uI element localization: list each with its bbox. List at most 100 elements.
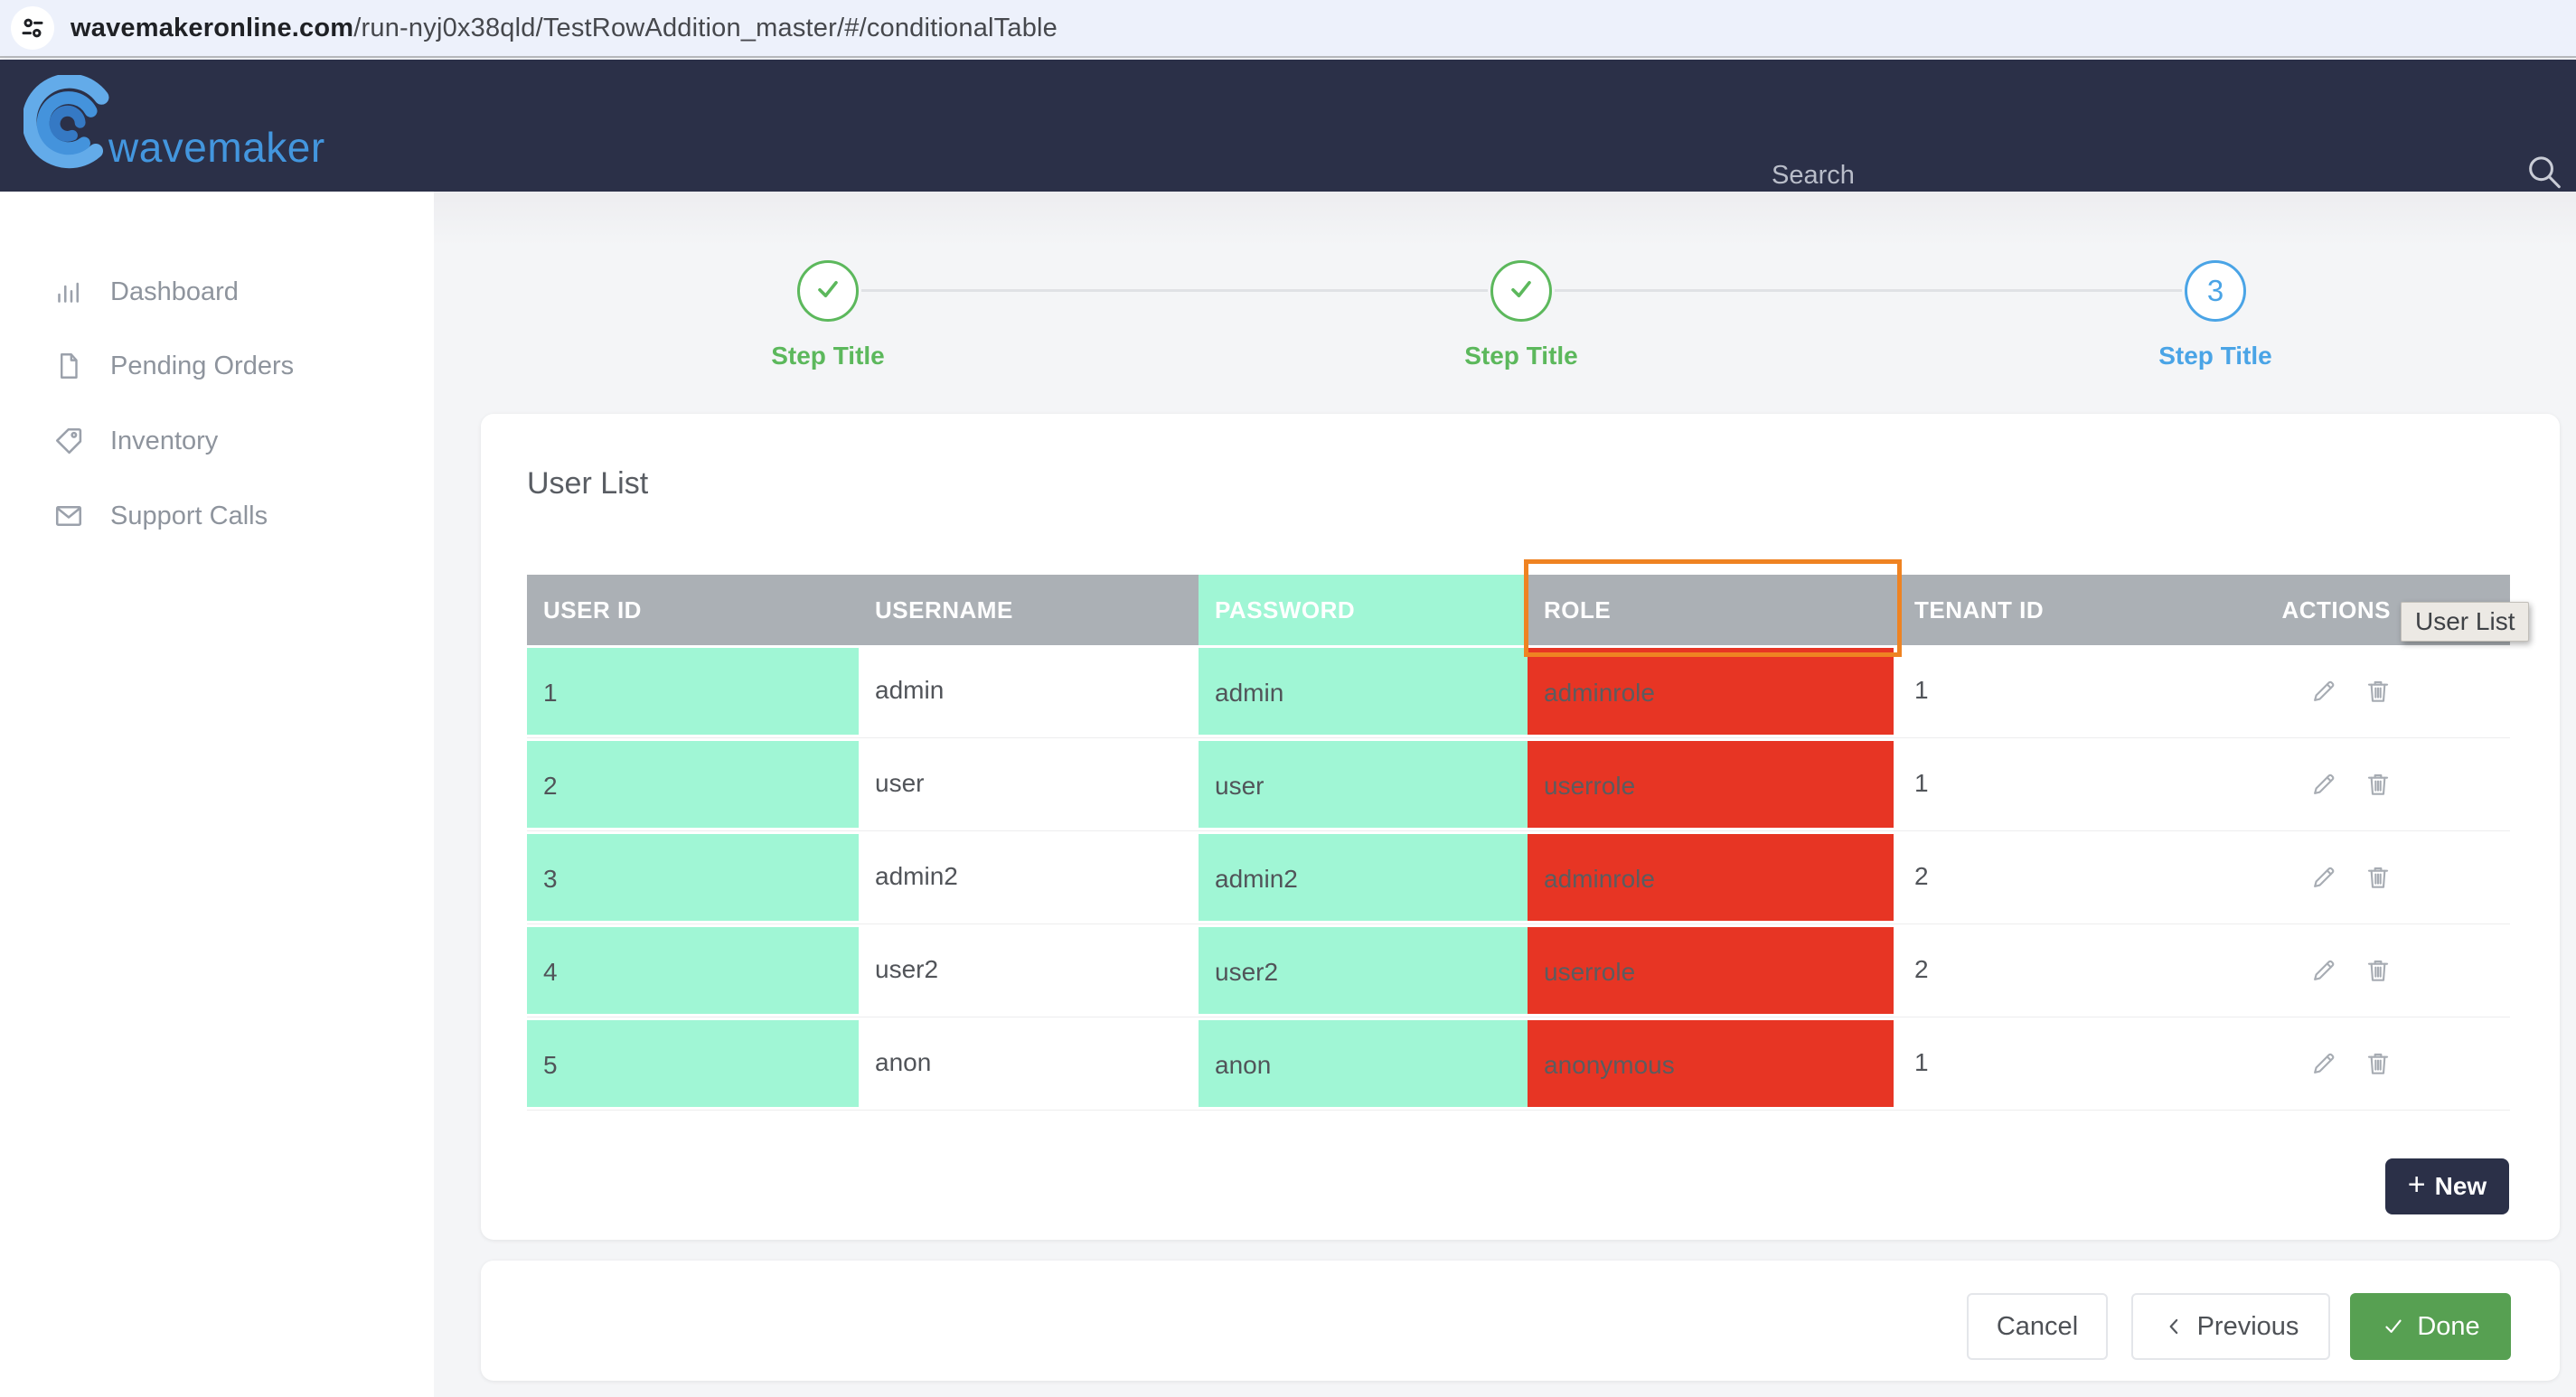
cell-tenant-id: 1 [1914, 1048, 1929, 1076]
cell-password: admin2 [1199, 831, 1528, 924]
wizard-step-1[interactable]: Step Title [719, 260, 936, 370]
column-header-role[interactable]: ROLE [1528, 575, 1898, 645]
cell-role: adminrole [1528, 645, 1898, 737]
url-domain: wavemakeronline.com [71, 13, 354, 42]
step-3-number: 3 [2206, 274, 2224, 307]
cell-tenant-id: 2 [1914, 862, 1929, 890]
bar-chart-icon [51, 274, 87, 310]
step-1-label: Step Title [771, 342, 885, 370]
column-header-tenant-id[interactable]: TENANT ID [1898, 575, 2234, 645]
cell-username: admin2 [875, 862, 958, 890]
sidebar-item-support-calls[interactable]: Support Calls [0, 495, 434, 537]
cancel-label: Cancel [1996, 1311, 2079, 1341]
sidebar-item-dashboard[interactable]: Dashboard [0, 271, 434, 313]
check-icon [1505, 273, 1537, 310]
cell-password: anon [1199, 1017, 1528, 1110]
table-row[interactable]: 3 admin2 admin2 adminrole 2 [527, 831, 2510, 924]
wizard-footer: Cancel Previous Done [481, 1261, 2560, 1381]
step-3-circle: 3 [2185, 260, 2246, 322]
cell-actions [2234, 738, 2510, 830]
cell-role: userrole [1528, 738, 1898, 830]
table-row[interactable]: 2 user user userrole 1 [527, 738, 2510, 831]
delete-icon[interactable] [2364, 770, 2393, 799]
cell-actions [2234, 1017, 2510, 1110]
check-icon [812, 273, 844, 310]
brand-name: wavemaker [108, 124, 325, 171]
done-label: Done [2417, 1311, 2480, 1341]
delete-icon[interactable] [2364, 863, 2393, 892]
envelope-icon [51, 498, 87, 534]
document-icon [51, 348, 87, 384]
column-header-user-id[interactable]: USER ID [527, 575, 859, 645]
cell-username: admin [875, 676, 945, 704]
table-row[interactable]: 4 user2 user2 userrole 2 [527, 924, 2510, 1017]
wavemaker-logo: wavemaker [22, 72, 325, 181]
previous-label: Previous [2196, 1311, 2299, 1341]
cell-actions [2234, 831, 2510, 924]
sidebar-item-inventory[interactable]: Inventory [0, 420, 434, 462]
step-2-circle [1490, 260, 1552, 322]
user-list-panel: User List USER ID USERNAME PASSWORD ROLE… [481, 414, 2560, 1240]
cancel-button[interactable]: Cancel [1967, 1293, 2108, 1360]
column-header-password[interactable]: PASSWORD [1199, 575, 1528, 645]
cell-user-id: 4 [527, 924, 859, 1017]
cell-role: userrole [1528, 924, 1898, 1017]
wave-icon [22, 73, 121, 181]
delete-icon[interactable] [2364, 677, 2393, 706]
wizard-connector [1555, 289, 2182, 292]
edit-icon[interactable] [2309, 956, 2338, 985]
cell-tenant-id: 2 [1914, 955, 1929, 983]
chevron-left-icon [2163, 1315, 2186, 1338]
cell-user-id: 1 [527, 645, 859, 737]
cell-tenant-id: 1 [1914, 769, 1929, 797]
wizard-step-3[interactable]: 3 Step Title [2107, 260, 2324, 370]
sidebar-item-label: Support Calls [110, 501, 268, 530]
new-button-label: New [2434, 1172, 2487, 1200]
cell-actions [2234, 924, 2510, 1017]
app-header: wavemaker [0, 60, 2576, 211]
sidebar-item-label: Inventory [110, 426, 219, 455]
sidebar-item-label: Pending Orders [110, 351, 295, 380]
panel-title: User List [527, 466, 649, 501]
cell-username: anon [875, 1048, 932, 1076]
search-input[interactable] [1772, 152, 2486, 199]
tooltip-user-list: User List [2401, 602, 2530, 642]
previous-button[interactable]: Previous [2131, 1293, 2330, 1360]
delete-icon[interactable] [2364, 956, 2393, 985]
cell-actions [2234, 645, 2510, 737]
delete-icon[interactable] [2364, 1049, 2393, 1078]
check-icon [2381, 1314, 2406, 1339]
table-row[interactable]: 1 admin admin adminrole 1 [527, 645, 2510, 738]
edit-icon[interactable] [2309, 863, 2338, 892]
step-1-circle [797, 260, 859, 322]
edit-icon[interactable] [2309, 770, 2338, 799]
cell-role: anonymous [1528, 1017, 1898, 1110]
step-3-label: Step Title [2158, 342, 2272, 370]
table-header-row: USER ID USERNAME PASSWORD ROLE TENANT ID… [527, 575, 2510, 645]
cell-password: user [1199, 738, 1528, 830]
cell-tenant-id: 1 [1914, 676, 1929, 704]
site-settings-icon[interactable] [11, 6, 54, 50]
sidebar-item-label: Dashboard [110, 277, 239, 306]
wizard-step-2[interactable]: Step Title [1413, 260, 1630, 370]
browser-url-bar[interactable]: wavemakeronline.com/run-nyj0x38qld/TestR… [0, 0, 2576, 58]
done-button[interactable]: Done [2350, 1293, 2511, 1360]
cell-password: user2 [1199, 924, 1528, 1017]
url-text: wavemakeronline.com/run-nyj0x38qld/TestR… [71, 14, 1058, 43]
sidebar: Dashboard Pending Orders Inventory [0, 192, 434, 1397]
tag-icon [51, 423, 87, 459]
cell-password: admin [1199, 645, 1528, 737]
edit-icon[interactable] [2309, 1049, 2338, 1078]
column-header-username[interactable]: USERNAME [859, 575, 1199, 645]
table-row[interactable]: 5 anon anon anonymous 1 [527, 1017, 2510, 1111]
cell-role: adminrole [1528, 831, 1898, 924]
plus-icon: + [2407, 1167, 2426, 1202]
main-content: Step Title Step Title 3 Step Title User … [434, 192, 2576, 1397]
cell-username: user2 [875, 955, 939, 983]
search-icon[interactable] [2524, 152, 2565, 198]
new-button[interactable]: + New [2385, 1158, 2509, 1214]
cell-user-id: 5 [527, 1017, 859, 1110]
sidebar-item-pending-orders[interactable]: Pending Orders [0, 345, 434, 387]
edit-icon[interactable] [2309, 677, 2338, 706]
